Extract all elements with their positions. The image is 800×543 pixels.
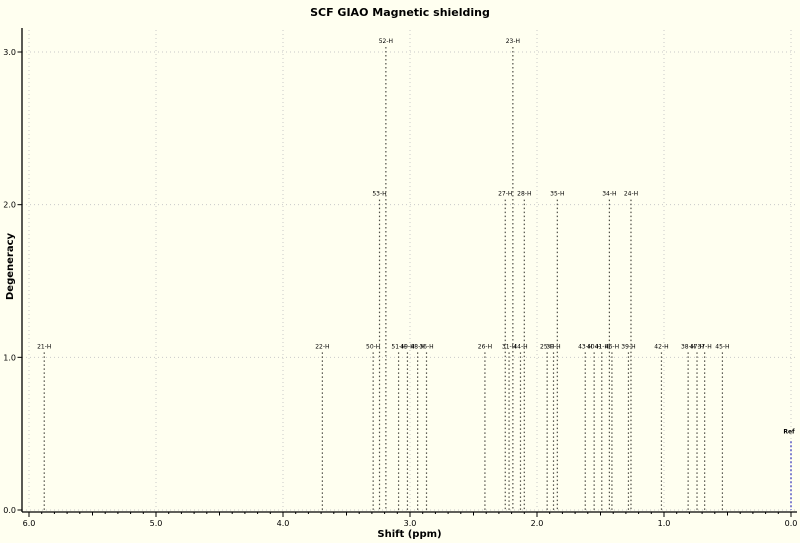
x-tick-label: 2.0 bbox=[531, 519, 544, 528]
peak-label: 35-H bbox=[550, 191, 564, 198]
x-tick-label: 1.0 bbox=[658, 519, 671, 528]
peak-label: 26-H bbox=[478, 343, 492, 350]
peak-label: 42-H bbox=[654, 343, 668, 350]
y-tick-label: 0.0 bbox=[3, 506, 16, 515]
peak-label: 23-H bbox=[506, 38, 520, 45]
peak-label: 28-H bbox=[517, 191, 531, 198]
peak-label: 39-H bbox=[621, 343, 635, 350]
peak-label: 24-H bbox=[624, 191, 638, 198]
peak-label: 45-H bbox=[715, 343, 729, 350]
y-tick-label: 2.0 bbox=[3, 201, 16, 210]
peak-label: 25-H bbox=[540, 343, 554, 350]
peak-label: 43-H bbox=[578, 343, 592, 350]
x-axis-label: Shift (ppm) bbox=[377, 529, 442, 540]
peak-label: 34-H bbox=[602, 191, 616, 198]
peak-label: 49-H bbox=[400, 343, 414, 350]
peak-label: 40-H bbox=[587, 343, 601, 350]
x-tick-label: 0.0 bbox=[785, 519, 798, 528]
y-tick-label: 3.0 bbox=[3, 48, 16, 57]
x-tick-label: 3.0 bbox=[404, 519, 417, 528]
peak-label: 27-H bbox=[498, 191, 512, 198]
x-tick-label: 5.0 bbox=[150, 519, 163, 528]
peak-label: 47-H bbox=[690, 343, 704, 350]
peak-label: 48-H bbox=[410, 343, 424, 350]
peak-label: 41-H bbox=[595, 343, 609, 350]
peak-label: 51-H bbox=[391, 343, 405, 350]
peak-label: 50-H bbox=[366, 343, 380, 350]
peak-label: 37-H bbox=[697, 343, 711, 350]
reference-label: Ref bbox=[783, 428, 795, 435]
y-tick-label: 1.0 bbox=[3, 353, 16, 362]
peak-label: 38-H bbox=[681, 343, 695, 350]
x-tick-label: 6.0 bbox=[23, 519, 36, 528]
x-tick-label: 4.0 bbox=[277, 519, 290, 528]
peak-label: 31-H bbox=[502, 343, 516, 350]
peak-label: 46-H bbox=[605, 343, 619, 350]
chart-title: SCF GIAO Magnetic shielding bbox=[310, 6, 490, 19]
y-axis-label: Degeneracy bbox=[5, 232, 16, 300]
peak-label: 52-H bbox=[379, 38, 393, 45]
peak-label: 21-H bbox=[37, 343, 51, 350]
peak-label: 36-H bbox=[419, 343, 433, 350]
peak-label: 30-H bbox=[546, 343, 560, 350]
peak-label: 22-H bbox=[315, 343, 329, 350]
peak-label: 44-H bbox=[513, 343, 527, 350]
peak-label: 53-H bbox=[372, 191, 386, 198]
